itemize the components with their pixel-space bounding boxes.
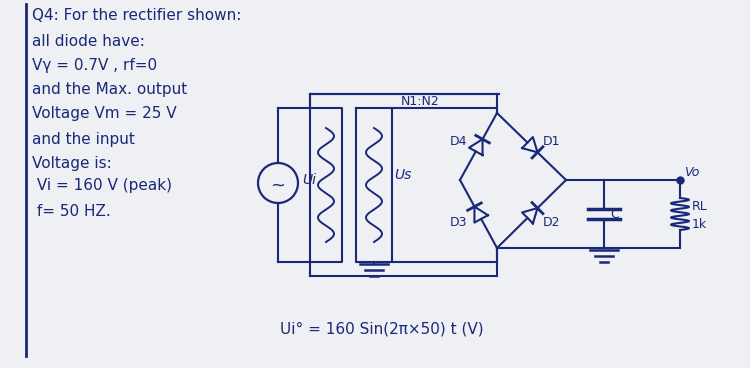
- Text: D3: D3: [450, 216, 467, 229]
- Text: f= 50 HZ.: f= 50 HZ.: [32, 204, 111, 219]
- Text: ~: ~: [271, 177, 286, 195]
- Text: Ui: Ui: [302, 173, 316, 187]
- Text: Q4: For the rectifier shown:: Q4: For the rectifier shown:: [32, 8, 242, 23]
- Text: Vi = 160 V (peak): Vi = 160 V (peak): [32, 178, 172, 193]
- Text: and the Max. output: and the Max. output: [32, 82, 188, 97]
- Text: D1: D1: [543, 135, 560, 148]
- Text: Voltage Vm = 25 V: Voltage Vm = 25 V: [32, 106, 177, 121]
- Text: N1:N2: N1:N2: [400, 95, 439, 108]
- Text: Vo: Vo: [684, 166, 699, 178]
- Text: Vγ = 0.7V , rf=0: Vγ = 0.7V , rf=0: [32, 58, 158, 73]
- Text: all diode have:: all diode have:: [32, 34, 145, 49]
- Text: 1k: 1k: [692, 217, 707, 230]
- Text: and the input: and the input: [32, 132, 135, 147]
- Text: D4: D4: [450, 135, 467, 148]
- Text: Us: Us: [394, 168, 411, 182]
- Text: Voltage is:: Voltage is:: [32, 156, 112, 171]
- Text: D2: D2: [543, 216, 560, 229]
- Text: C: C: [610, 208, 619, 220]
- Text: RL: RL: [692, 199, 708, 212]
- Text: Ui° = 160 Sin(2π×50) t (V): Ui° = 160 Sin(2π×50) t (V): [280, 322, 484, 337]
